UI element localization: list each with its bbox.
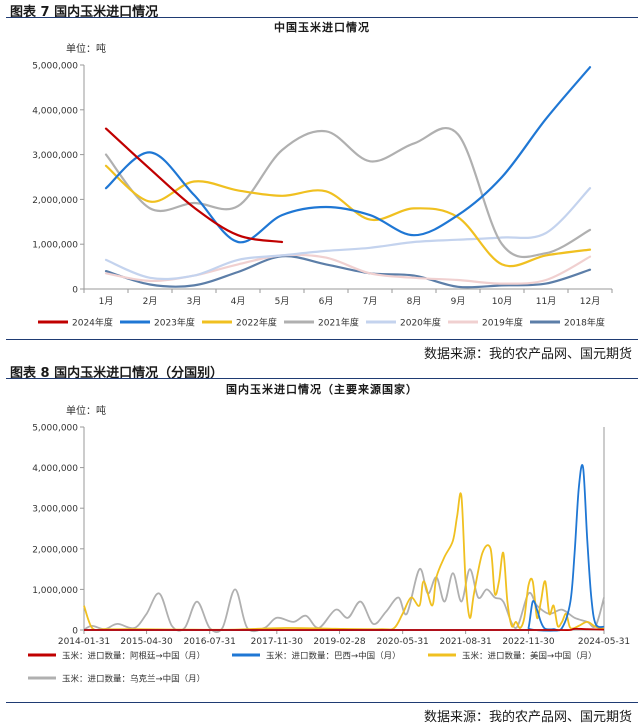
x-tick-label: 9月 bbox=[451, 296, 466, 307]
line-series-1 bbox=[104, 127, 284, 244]
figure2-label: 图表 8 国内玉米进口情况（分国别） bbox=[10, 366, 224, 381]
x-tick-label: 2月 bbox=[143, 296, 158, 307]
legend-label: 玉米：进口数量：阿根廷→中国（月） bbox=[62, 651, 205, 662]
legend-label: 玉米：进口数量：巴西→中国（月） bbox=[266, 651, 401, 662]
figure2-unit: 单位：吨 bbox=[66, 406, 106, 417]
legend-label: 2022年度 bbox=[236, 317, 277, 329]
figure1-unit: 单位：吨 bbox=[66, 44, 106, 55]
figure2-chart-title: 国内玉米进口情况（主要来源国家） bbox=[226, 383, 418, 396]
figure1-source: 数据来源：我的农产品网、国元期货 bbox=[423, 347, 632, 362]
x-tick-label: 4月 bbox=[231, 296, 246, 307]
x-tick-label: 2021-08-31 bbox=[439, 637, 491, 647]
x-tick-label: 2017-11-30 bbox=[251, 637, 304, 647]
figure1-chart-title: 中国玉米进口情况 bbox=[274, 21, 370, 34]
x-tick-label: 1月 bbox=[99, 296, 114, 307]
y-tick-label: 3,000,000 bbox=[32, 151, 78, 161]
line-series-5 bbox=[104, 187, 592, 281]
y-tick-label: 1,000,000 bbox=[32, 241, 78, 251]
x-tick-label: 12月 bbox=[580, 296, 600, 307]
figure1-label: 图表 7 国内玉米进口情况 bbox=[10, 5, 159, 20]
figure1-bottom-rule bbox=[6, 339, 638, 340]
legend-label: 玉米：进口数量：乌克兰→中国（月） bbox=[62, 674, 205, 685]
y-tick-label: 2,000,000 bbox=[32, 196, 78, 206]
legend-label: 2021年度 bbox=[318, 317, 359, 329]
figure2-top-rule bbox=[6, 378, 638, 379]
legend-label: 2019年度 bbox=[482, 317, 523, 329]
x-tick-label: 8月 bbox=[407, 296, 422, 307]
x-tick-label: 2024-05-31 bbox=[578, 637, 630, 647]
x-tick-label: 2022-11-30 bbox=[502, 637, 555, 647]
x-tick-label: 2016-07-31 bbox=[184, 637, 236, 647]
legend-label: 2018年度 bbox=[564, 317, 605, 329]
x-tick-label: 5月 bbox=[275, 296, 290, 307]
y-tick-label: 2,000,000 bbox=[32, 545, 78, 555]
x-tick-label: 11月 bbox=[536, 296, 556, 307]
legend-label: 2024年度 bbox=[72, 317, 113, 329]
y-tick-label: 3,000,000 bbox=[32, 505, 78, 515]
y-tick-label: 0 bbox=[72, 627, 78, 637]
line-series-7 bbox=[104, 255, 592, 289]
x-tick-label: 2014-01-31 bbox=[58, 637, 110, 647]
legend-label: 玉米：进口数量：美国→中国（月） bbox=[462, 651, 597, 662]
x-tick-label: 2020-05-31 bbox=[376, 637, 428, 647]
figure2-chart: 0 1,000,000 2,000,000 3,000,000 4,000,000 5,0… bbox=[28, 424, 630, 685]
x-tick-label: 6月 bbox=[319, 296, 334, 307]
line-series-3 bbox=[83, 492, 605, 631]
y-tick-label: 1,000,000 bbox=[32, 586, 78, 596]
line-series-1 bbox=[83, 627, 605, 631]
x-tick-label: 2019-02-28 bbox=[313, 637, 366, 647]
x-tick-label: 3月 bbox=[187, 296, 202, 307]
figure1-top-rule bbox=[6, 17, 638, 18]
x-tick-label: 7月 bbox=[363, 296, 378, 307]
figure2-source: 数据来源：我的农产品网、国元期货 bbox=[423, 710, 632, 725]
legend-label: 2020年度 bbox=[400, 317, 441, 329]
y-tick-label: 4,000,000 bbox=[32, 464, 78, 474]
x-tick-label: 2015-04-30 bbox=[120, 637, 173, 647]
line-series-3 bbox=[104, 164, 592, 268]
x-tick-label: 10月 bbox=[492, 296, 512, 307]
figure2-bottom-rule bbox=[6, 702, 638, 703]
y-tick-label: 4,000,000 bbox=[32, 106, 78, 116]
y-tick-label: 5,000,000 bbox=[32, 424, 78, 434]
legend-label: 2023年度 bbox=[154, 317, 195, 329]
line-series-2 bbox=[104, 66, 592, 244]
y-tick-label: 5,000,000 bbox=[32, 62, 78, 72]
figure1-chart: 0 1,000,000 2,000,000 3,000,000 4,000,000 5,0… bbox=[32, 62, 613, 329]
y-tick-label: 0 bbox=[72, 286, 78, 296]
